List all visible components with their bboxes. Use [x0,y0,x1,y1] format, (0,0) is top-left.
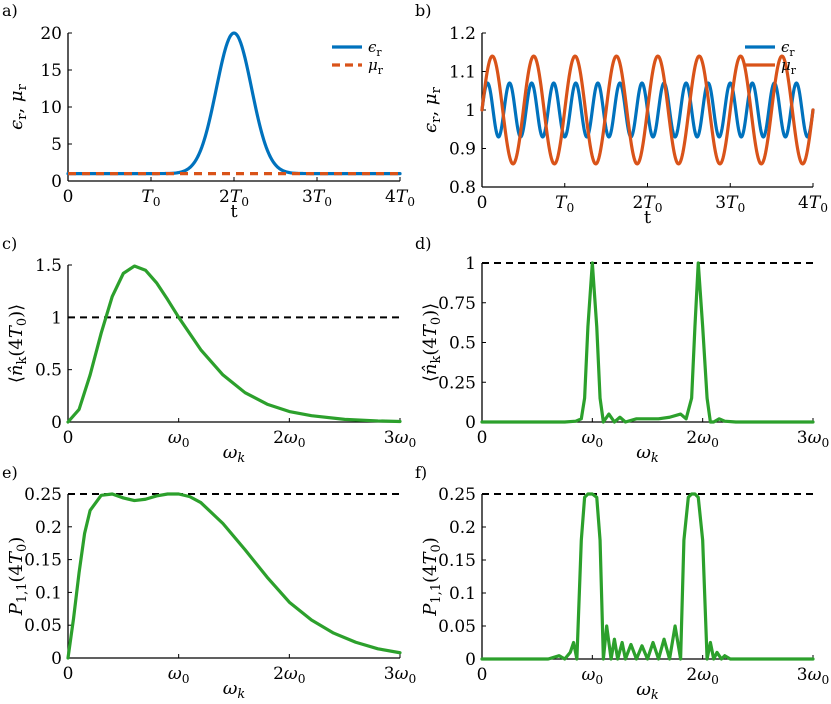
x-axis-label: ωk [223,442,246,466]
x-tick-label: T0 [141,187,160,209]
x-tick-label: 2ω0 [686,428,719,450]
y-axis-label: P1,1(4T0) [6,537,30,617]
y-tick-label: 0 [465,413,476,433]
x-tick-label: 4T0 [798,193,828,215]
x-tick-label: 3ω0 [797,428,830,450]
y-tick-label: 0.8 [449,178,476,198]
x-tick-label: 0 [63,428,74,448]
x-axis-label: ωk [636,442,659,466]
legend-label: μr [368,56,384,77]
y-tick-label: 0.25 [438,373,476,393]
chart-panel-5: e) 0 ω0 2ω0 3ω0 0 0.05 0.1 0.15 0.2 0.25 ωk P1,1(4T0… [2,463,416,702]
y-tick-label: 0.75 [438,294,476,314]
panel-letter: d) [415,234,431,253]
y-tick-label: 1 [465,101,476,121]
y-tick-label: 1 [51,308,62,328]
x-tick-label: ω0 [168,664,190,686]
x-axis-label: ωk [636,679,659,703]
x-tick-label: T0 [555,193,574,215]
series-line-green [480,261,815,424]
y-tick-label: 0.05 [24,616,62,636]
y-tick-label: 0.05 [438,617,476,637]
x-tick-label: ω0 [581,665,603,687]
x-tick-label: 3ω0 [797,665,830,687]
y-tick-label: 0 [51,649,62,669]
x-tick-label: 0 [477,665,488,685]
x-tick-label: 3T0 [715,193,745,215]
y-tick-label: 1.5 [35,256,62,276]
y-tick-label: 0.2 [35,518,62,538]
x-tick-label: 0 [477,428,488,448]
y-tick-label: 0.25 [438,485,476,505]
y-tick-label: 20 [40,24,62,44]
x-tick-label: ω0 [581,428,603,450]
series-line-green [480,492,815,661]
y-tick-label: 0 [465,650,476,670]
panel-letter: c) [2,234,17,253]
y-tick-label: 1.1 [449,63,476,83]
x-tick-label: ω0 [168,428,190,450]
x-tick-label: 0 [63,664,74,684]
y-tick-label: 0.15 [24,551,62,571]
legend-label: ϵr [781,38,795,59]
x-tick-label: 3T0 [302,187,332,209]
panel-letter: f) [415,463,427,482]
y-tick-label: 0.5 [35,361,62,381]
y-tick-label: 10 [40,98,62,118]
legend-label: μr [781,56,797,77]
y-tick-label: 0.1 [449,584,476,604]
y-tick-label: 0.9 [449,140,476,160]
y-axis-label: ⟨n̂k(4T0)⟩ [6,304,30,383]
x-tick-label: 0 [477,193,488,213]
y-tick-label: 0 [51,172,62,192]
x-tick-label: 3ω0 [384,428,417,450]
x-tick-label: 3ω0 [384,664,417,686]
y-axis-label: ⟨n̂k(4T0)⟩ [420,303,444,382]
series-line-epsilon [66,31,402,176]
panel-letter: a) [2,1,18,20]
x-tick-label: 0 [63,187,74,207]
y-tick-label: 5 [51,135,62,155]
x-tick-label: 2ω0 [273,664,306,686]
legend-label: ϵr [368,38,382,59]
y-axis-label: ϵr, μr [420,86,444,132]
y-tick-label: 0.15 [438,551,476,571]
y-tick-label: 0.2 [449,518,476,538]
y-tick-label: 0 [51,413,62,433]
x-axis-label: t [644,207,652,228]
y-tick-label: 15 [40,61,62,81]
series-line-mu [480,54,815,166]
x-tick-label: 2ω0 [273,428,306,450]
y-axis-label: P1,1(4T0) [420,537,444,617]
y-tick-label: 0.5 [449,334,476,354]
chart-panel-6: f) 0 ω0 2ω0 3ω0 0 0.05 0.1 0.15 0.2 0.25 ωk P1,1(4T0… [415,463,829,703]
x-tick-label: 4T0 [385,187,415,209]
x-tick-label: 2T0 [219,187,249,209]
x-axis-label: t [230,201,238,222]
x-axis-label: ωk [223,678,246,702]
panel-letter: e) [2,463,18,482]
y-tick-label: 1.2 [449,24,476,44]
y-tick-label: 0.1 [35,583,62,603]
chart-panel-3: c) 0 ω0 2ω0 3ω0 0 0.5 1 1.5 ωk ⟨n̂k(4T0)⟩ [2,234,416,466]
series-line-green [66,264,402,424]
panel-letter: b) [415,1,431,20]
y-tick-label: 0.25 [24,485,62,505]
series-line-green [66,492,402,660]
x-tick-label: 2ω0 [686,665,719,687]
chart-panel-4: d) 0 ω0 2ω0 3ω0 0 0.25 0.5 0.75 1 ωk ⟨n̂k(4T0)⟩ [415,234,829,466]
y-axis-label: ϵr, μr [6,83,30,129]
y-tick-label: 1 [465,254,476,274]
x-tick-label: 2T0 [633,193,663,215]
